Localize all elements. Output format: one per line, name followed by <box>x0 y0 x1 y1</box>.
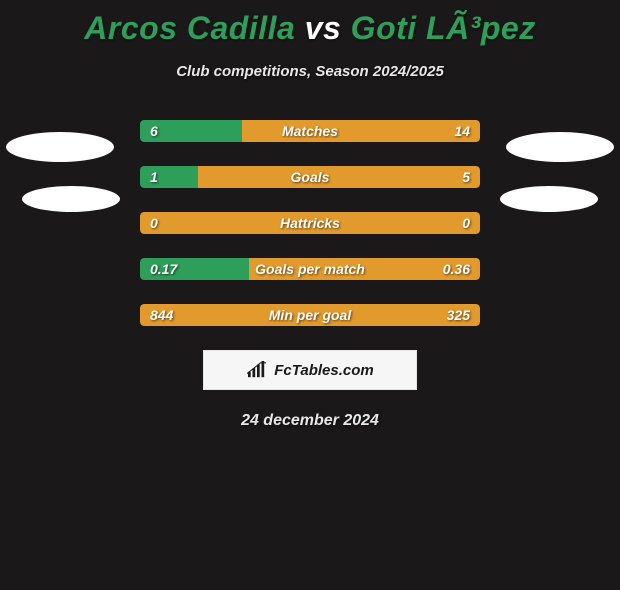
stat-value-left: 0.17 <box>150 261 177 277</box>
player2-avatar-placeholder-b <box>500 186 598 212</box>
stat-row: 0 Hattricks 0 <box>140 212 480 234</box>
stat-value-right: 14 <box>454 123 470 139</box>
stat-label: Hattricks <box>280 215 340 231</box>
stat-value-right: 5 <box>462 169 470 185</box>
player2-avatar-placeholder-a <box>506 132 614 162</box>
stat-value-left: 0 <box>150 215 158 231</box>
bar-chart-icon <box>246 361 268 379</box>
page-title: Arcos Cadilla vs Goti LÃ³pez <box>0 10 620 47</box>
title-player1: Arcos Cadilla <box>84 10 295 46</box>
footer-brand-text: FcTables.com <box>274 362 373 379</box>
player1-avatar-placeholder-a <box>6 132 114 162</box>
stat-label: Matches <box>282 123 338 139</box>
footer-brand-box[interactable]: FcTables.com <box>203 350 417 390</box>
stat-row: 844 Min per goal 325 <box>140 304 480 326</box>
stat-bar-right <box>242 120 480 142</box>
stat-row: 1 Goals 5 <box>140 166 480 188</box>
stat-row: 0.17 Goals per match 0.36 <box>140 258 480 280</box>
stat-label: Goals <box>291 169 330 185</box>
title-vs: vs <box>295 10 350 46</box>
stat-row: 6 Matches 14 <box>140 120 480 142</box>
stat-bar-left <box>140 166 198 188</box>
stat-bar-right <box>198 166 480 188</box>
date-text: 24 december 2024 <box>0 412 620 430</box>
stat-value-right: 0 <box>462 215 470 231</box>
subtitle: Club competitions, Season 2024/2025 <box>0 63 620 80</box>
stat-value-left: 6 <box>150 123 158 139</box>
stat-value-left: 844 <box>150 307 173 323</box>
stat-value-right: 0.36 <box>443 261 470 277</box>
player1-avatar-placeholder-b <box>22 186 120 212</box>
stat-label: Min per goal <box>269 307 351 323</box>
title-player2: Goti LÃ³pez <box>351 10 536 46</box>
stat-value-left: 1 <box>150 169 158 185</box>
stat-label: Goals per match <box>255 261 365 277</box>
stat-value-right: 325 <box>447 307 470 323</box>
